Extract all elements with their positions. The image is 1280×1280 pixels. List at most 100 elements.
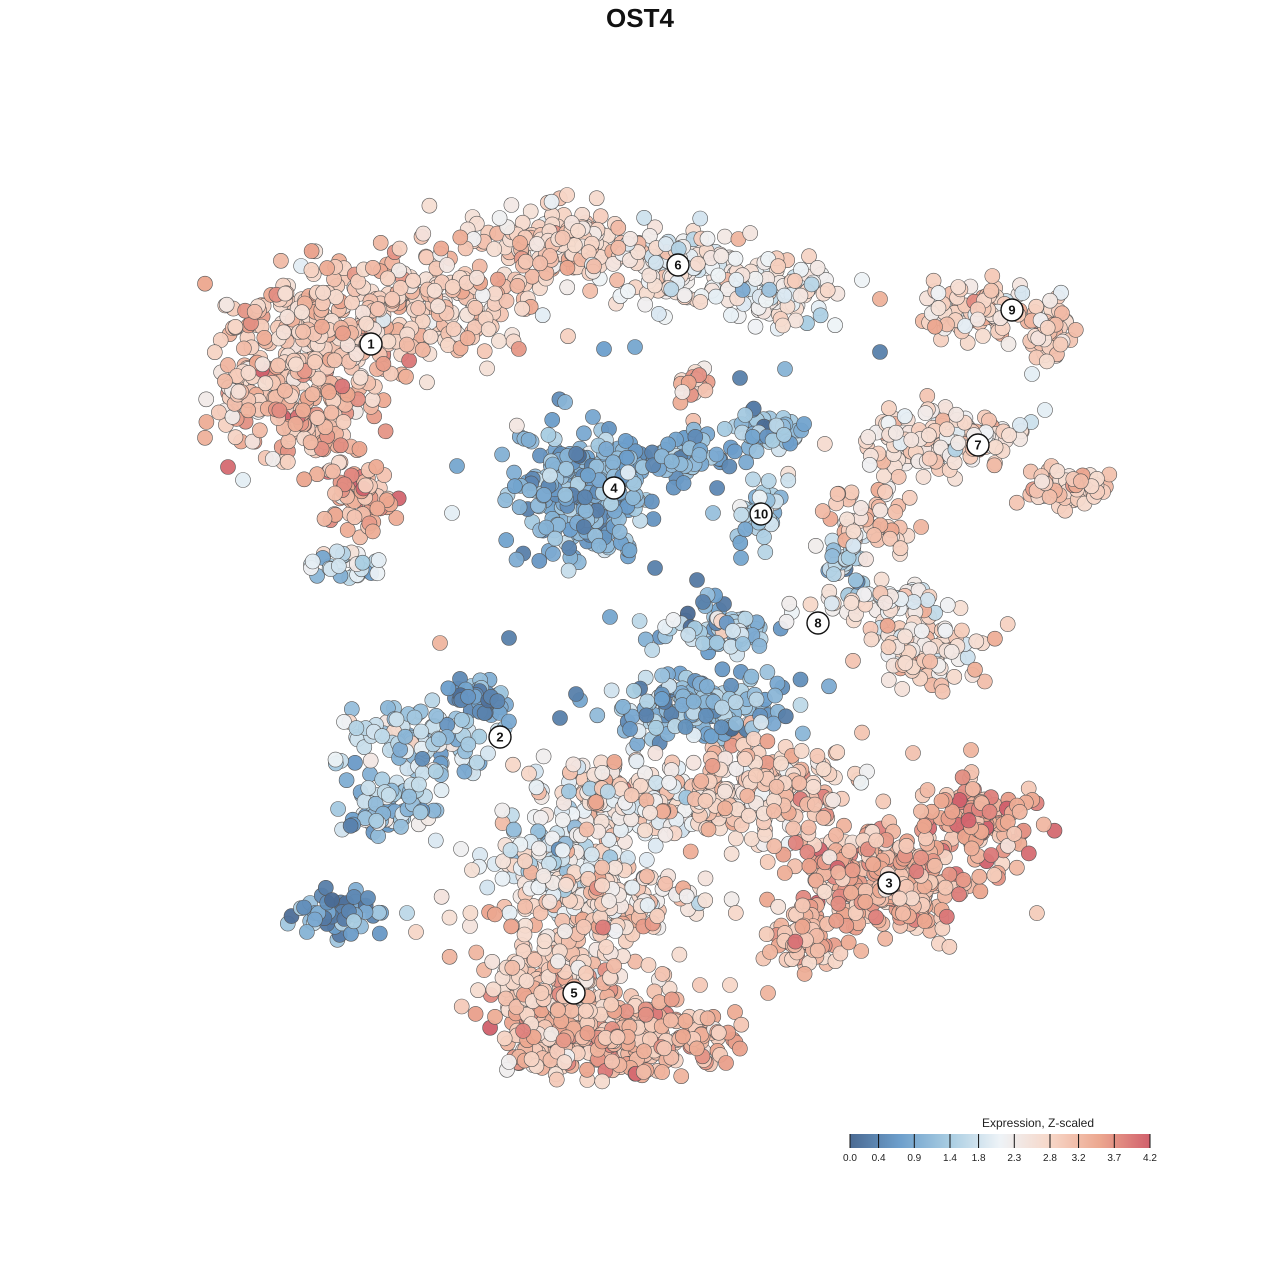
cell-point <box>521 482 538 499</box>
cell-point <box>598 441 615 457</box>
cell-point <box>532 255 548 272</box>
cluster-label-6: 6 <box>666 253 690 277</box>
cell-point <box>760 473 777 489</box>
cell-point <box>559 260 576 276</box>
cell-point <box>604 1053 620 1070</box>
cell-point <box>534 307 551 324</box>
cell-point <box>794 897 811 914</box>
cell-point <box>759 664 776 680</box>
cell-point <box>351 441 368 457</box>
cell-point <box>939 597 956 613</box>
cell-point <box>294 304 310 321</box>
cell-point <box>577 489 593 506</box>
cell-point <box>792 697 809 713</box>
cell-point <box>759 733 776 750</box>
cell-point <box>1000 336 1017 352</box>
cell-point <box>801 858 818 874</box>
cell-point <box>338 772 355 789</box>
cell-point <box>621 542 638 559</box>
cell-point <box>374 728 390 744</box>
cell-point <box>830 895 847 912</box>
cell-point <box>496 1030 513 1047</box>
cell-point <box>536 487 552 503</box>
cell-point <box>665 612 682 628</box>
cell-point <box>1039 353 1055 370</box>
cell-point <box>595 919 611 936</box>
cell-point <box>708 446 725 463</box>
cell-point <box>610 220 627 236</box>
cell-point <box>843 884 859 901</box>
cell-point <box>657 876 674 892</box>
cell-point <box>689 255 706 272</box>
cell-point <box>740 807 757 824</box>
cell-point <box>858 551 874 568</box>
cell-point <box>240 365 257 381</box>
cell-point <box>680 626 697 643</box>
cell-point <box>872 344 888 360</box>
cell-point <box>620 464 636 481</box>
cell-point <box>794 725 811 742</box>
cell-point <box>512 235 528 251</box>
cell-point <box>1011 803 1028 820</box>
cell-point <box>469 754 485 771</box>
cell-point <box>1009 859 1025 876</box>
cell-point <box>721 458 738 475</box>
cell-point <box>787 273 803 289</box>
cell-point <box>794 918 811 935</box>
cell-point <box>714 661 731 678</box>
cell-point <box>433 888 450 905</box>
cell-point <box>738 454 755 471</box>
cell-point <box>638 1006 654 1023</box>
cell-point <box>464 862 480 878</box>
cell-point <box>441 909 458 926</box>
cell-point <box>575 919 592 935</box>
cell-point <box>421 197 438 214</box>
cell-point <box>624 879 641 896</box>
cell-point <box>408 924 424 940</box>
cell-point <box>517 853 533 870</box>
cell-point <box>745 471 761 488</box>
cell-point <box>605 454 621 471</box>
cell-point <box>768 778 785 795</box>
cell-point <box>287 416 304 432</box>
cluster-label-8: 8 <box>806 611 830 635</box>
cluster-label-text: 4 <box>610 481 618 496</box>
cell-point <box>557 486 574 503</box>
cell-point <box>393 818 409 835</box>
cell-point <box>522 203 539 220</box>
cell-point <box>342 817 359 834</box>
cell-point <box>700 821 717 838</box>
cell-point <box>410 300 427 316</box>
cell-point <box>825 792 841 808</box>
cell-point <box>732 370 748 386</box>
cell-point <box>939 421 955 438</box>
cell-point <box>398 336 415 353</box>
cell-point <box>594 859 610 876</box>
cell-point <box>502 842 519 858</box>
cell-point <box>860 429 877 445</box>
cell-point <box>218 296 235 313</box>
cell-point <box>816 436 833 452</box>
cell-point <box>335 325 351 342</box>
cell-point <box>791 775 808 792</box>
points-layer <box>197 187 1118 1090</box>
cell-point <box>999 616 1016 632</box>
cell-point <box>254 356 271 373</box>
cell-point <box>615 698 631 715</box>
cell-point <box>913 623 930 639</box>
cell-point <box>552 710 568 726</box>
cell-point <box>550 953 566 970</box>
cell-point <box>897 655 914 671</box>
cell-point <box>675 475 692 491</box>
cell-point <box>637 296 654 313</box>
cell-point <box>617 433 634 449</box>
cell-point <box>950 279 967 295</box>
cell-point <box>777 708 794 725</box>
cluster-label-text: 6 <box>674 258 681 273</box>
cell-point <box>430 298 446 315</box>
cell-point <box>516 926 533 943</box>
legend-tick-label: 1.8 <box>972 1153 986 1164</box>
cell-point <box>691 447 708 463</box>
cell-point <box>774 317 791 334</box>
cell-point <box>1008 494 1025 511</box>
